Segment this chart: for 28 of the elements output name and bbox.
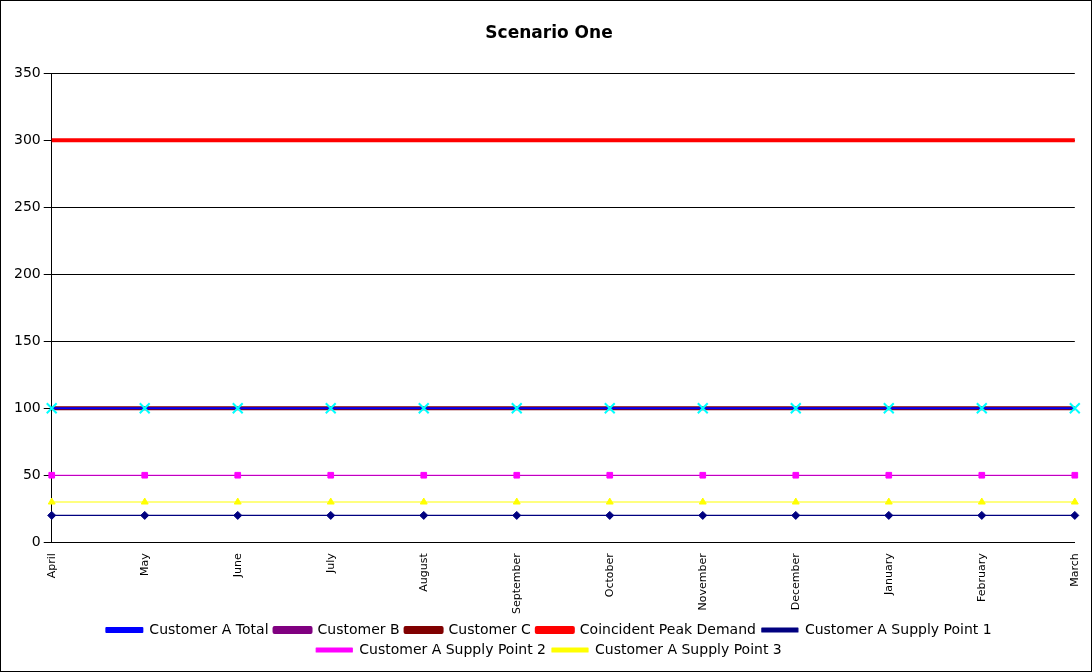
chart-title: Scenario One (485, 21, 613, 42)
x-tick-label: September (509, 552, 523, 615)
x-tick-label: July (323, 552, 337, 574)
y-tick-label: 350 (13, 64, 41, 81)
x-tick-label: October (602, 552, 616, 598)
x-tick-label: April (44, 553, 58, 579)
y-tick-label: 50 (22, 465, 41, 482)
legend-label: Customer A Supply Point 3 (595, 640, 782, 657)
legend-label: Customer C (448, 620, 532, 637)
x-tick-label: January (881, 552, 895, 596)
x-tick-label: May (137, 552, 151, 576)
y-tick-label: 0 (31, 532, 41, 549)
x-tick-label: June (230, 552, 244, 579)
y-tick-label: 250 (13, 197, 41, 214)
legend-label: Customer A Supply Point 2 (359, 640, 547, 657)
y-tick-label: 150 (13, 331, 41, 348)
legend-label: Coincident Peak Demand (579, 620, 756, 637)
legend-label: Customer A Supply Point 1 (804, 620, 992, 637)
y-tick-label: 200 (13, 264, 41, 281)
y-tick-label: 100 (13, 398, 41, 415)
legend-label: Customer A Total (149, 620, 269, 637)
legend-label: Customer B (317, 620, 400, 637)
x-tick-label: March (1067, 553, 1081, 587)
x-tick-label: November (695, 552, 709, 611)
y-tick-label: 300 (13, 131, 41, 148)
x-tick-label: February (974, 552, 988, 602)
x-tick-label: December (788, 552, 802, 611)
x-tick-label: August (416, 552, 430, 592)
